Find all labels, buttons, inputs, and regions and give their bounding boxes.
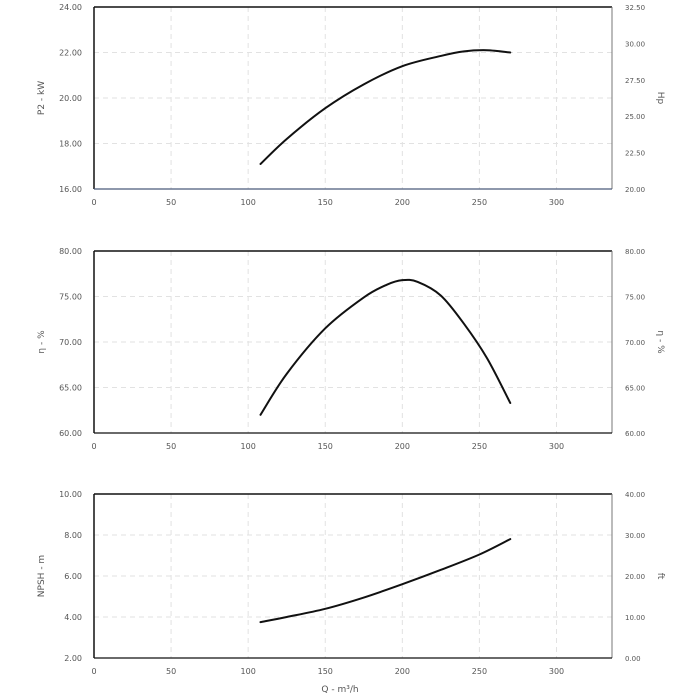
gridlines bbox=[94, 7, 612, 189]
x-tick-label: 200 bbox=[395, 198, 410, 207]
x-tick-label: 300 bbox=[549, 442, 564, 451]
power-curve bbox=[259, 49, 512, 165]
x-tick-label: 250 bbox=[472, 667, 487, 676]
y-right-tick-label: 75.00 bbox=[625, 294, 645, 302]
y-tick-label: 2.00 bbox=[64, 654, 82, 663]
x-tick-label: 300 bbox=[549, 667, 564, 676]
y-tick-label: 80.00 bbox=[59, 247, 82, 256]
y-right-axis-title: ft bbox=[655, 573, 665, 580]
y-right-tick-label: 30.00 bbox=[625, 532, 645, 540]
x-tick-label: 50 bbox=[166, 198, 176, 207]
y-right-tick-label: 40.00 bbox=[625, 491, 645, 499]
power-chart: 0 50 100 150 200 250 300 16.00 18.00 20.00 22.00 24… bbox=[37, 3, 665, 207]
x-tick-label: 250 bbox=[472, 198, 487, 207]
y-right-axis-title: Hp bbox=[655, 92, 665, 105]
x-tick-label: 50 bbox=[166, 667, 176, 676]
x-tick-label: 200 bbox=[395, 442, 410, 451]
x-tick-label: 150 bbox=[318, 667, 333, 676]
x-tick-label: 150 bbox=[318, 442, 333, 451]
y-right-tick-label: 60.00 bbox=[625, 430, 645, 438]
y-tick-label: 8.00 bbox=[64, 531, 82, 540]
x-tick-label: 0 bbox=[91, 198, 96, 207]
npsh-curve bbox=[259, 538, 512, 624]
y-right-tick-label: 80.00 bbox=[625, 248, 645, 256]
efficiency-chart: 0 50 100 150 200 250 300 60.00 65.00 70.00 75.00 80… bbox=[37, 247, 665, 451]
y-tick-label: 22.00 bbox=[59, 49, 82, 58]
y-axis-title: η - % bbox=[37, 330, 47, 354]
y-tick-label: 24.00 bbox=[59, 3, 82, 12]
x-tick-label: 150 bbox=[318, 198, 333, 207]
y-right-tick-label: 25.00 bbox=[625, 113, 645, 121]
y-axis-title: NPSH - m bbox=[37, 555, 47, 597]
y-right-axis-title: η - % bbox=[655, 330, 665, 354]
y-right-tick-label: 27.50 bbox=[625, 77, 645, 85]
y-tick-label: 18.00 bbox=[59, 140, 82, 149]
y-right-tick-label: 10.00 bbox=[625, 614, 645, 622]
x-axis-title: Q - m³/h bbox=[321, 685, 358, 695]
y-right-tick-label: 20.00 bbox=[625, 573, 645, 581]
gridlines bbox=[94, 251, 612, 433]
y-right-tick-label: 30.00 bbox=[625, 40, 645, 48]
y-tick-label: 16.00 bbox=[59, 185, 82, 194]
y-right-tick-label: 65.00 bbox=[625, 385, 645, 393]
y-right-tick-label: 22.50 bbox=[625, 150, 645, 158]
efficiency-curve bbox=[259, 278, 512, 416]
y-tick-label: 4.00 bbox=[64, 613, 82, 622]
x-tick-label: 0 bbox=[91, 667, 96, 676]
npsh-chart: 0 50 100 150 200 250 300 2.00 4.00 6.00 8.00 10.00 0… bbox=[37, 490, 665, 695]
y-tick-label: 65.00 bbox=[59, 384, 82, 393]
x-tick-label: 100 bbox=[241, 198, 256, 207]
x-tick-label: 0 bbox=[91, 442, 96, 451]
x-tick-label: 250 bbox=[472, 442, 487, 451]
y-axis-title: P2 - kW bbox=[37, 81, 47, 115]
y-tick-label: 6.00 bbox=[64, 572, 82, 581]
y-tick-label: 75.00 bbox=[59, 293, 82, 302]
gridlines bbox=[94, 494, 612, 658]
x-tick-label: 50 bbox=[166, 442, 176, 451]
x-tick-label: 300 bbox=[549, 198, 564, 207]
y-right-tick-label: 0.00 bbox=[625, 655, 641, 663]
y-tick-label: 10.00 bbox=[59, 490, 82, 499]
y-right-tick-label: 32.50 bbox=[625, 4, 645, 12]
y-right-tick-label: 20.00 bbox=[625, 186, 645, 194]
x-tick-label: 100 bbox=[241, 667, 256, 676]
y-tick-label: 60.00 bbox=[59, 429, 82, 438]
y-right-tick-label: 70.00 bbox=[625, 339, 645, 347]
x-tick-label: 100 bbox=[241, 442, 256, 451]
y-tick-label: 70.00 bbox=[59, 338, 82, 347]
y-tick-label: 20.00 bbox=[59, 94, 82, 103]
x-tick-label: 200 bbox=[395, 667, 410, 676]
